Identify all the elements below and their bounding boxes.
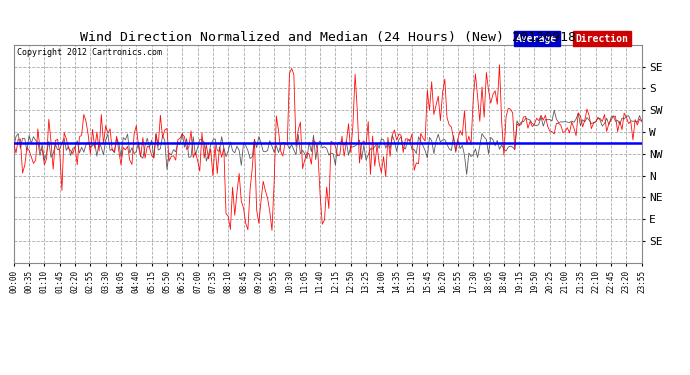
Text: Copyright 2012 Cartronics.com: Copyright 2012 Cartronics.com: [17, 48, 162, 57]
Title: Wind Direction Normalized and Median (24 Hours) (New) 20120918: Wind Direction Normalized and Median (24…: [80, 31, 575, 44]
Text: Average: Average: [516, 34, 558, 44]
Text: Direction: Direction: [575, 34, 629, 44]
